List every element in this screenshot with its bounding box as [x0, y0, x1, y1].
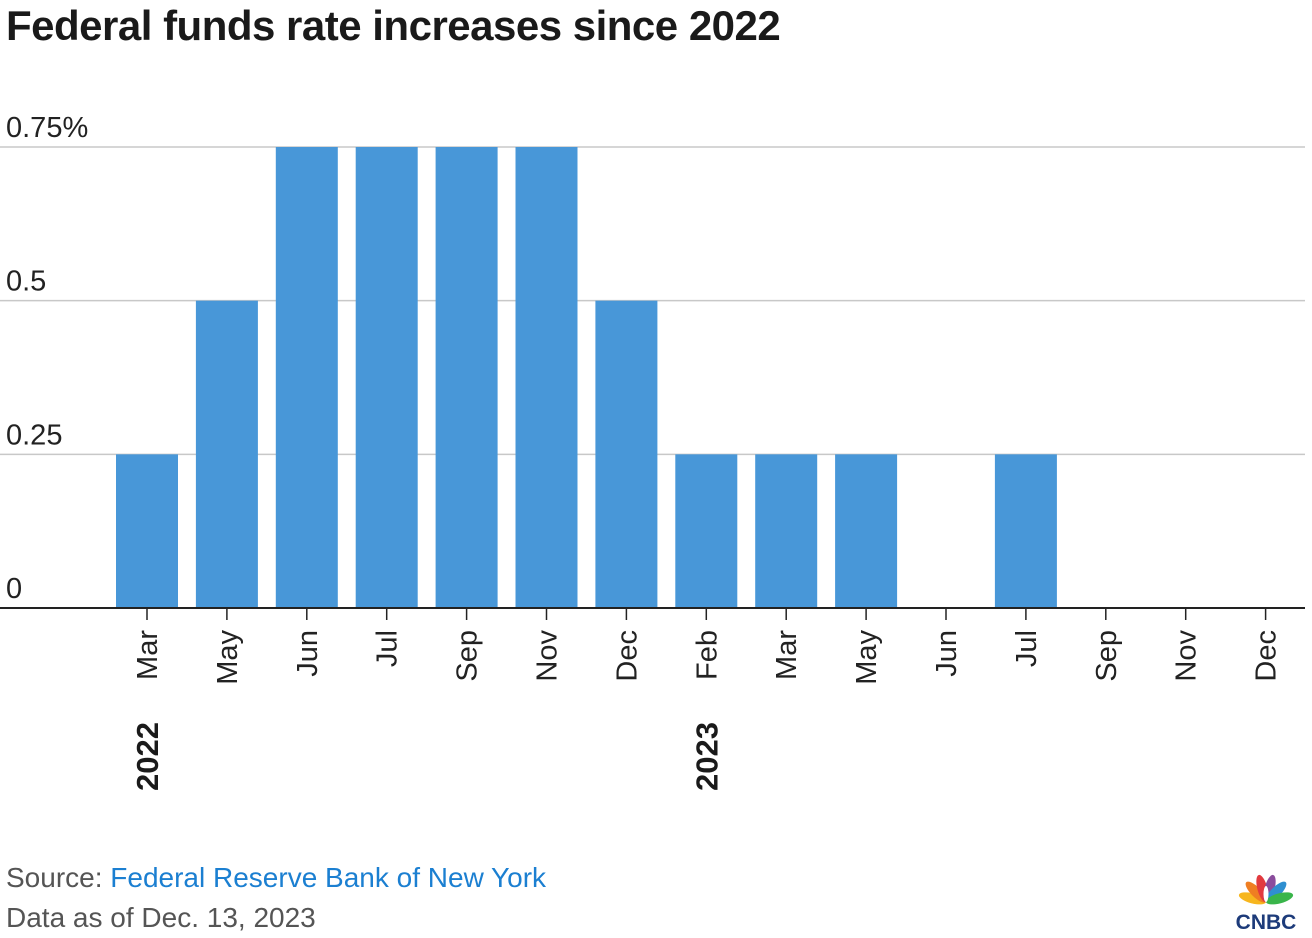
bar	[116, 454, 178, 608]
x-tick-label: Mar	[771, 630, 803, 680]
x-axis	[0, 607, 1305, 620]
data-note: Data as of Dec. 13, 2023	[6, 902, 316, 933]
x-tick-label: Nov	[532, 630, 564, 682]
bar	[595, 300, 658, 608]
x-tick-labels: Mar May Jun Jul Sep Nov Dec Feb Mar May Jun Jul Sep N…	[132, 630, 1283, 685]
y-tick-label: 0.75%	[6, 112, 88, 144]
bars	[116, 147, 1057, 608]
source-link[interactable]: Federal Reserve Bank of New York	[110, 862, 547, 893]
source-prefix: Source:	[6, 862, 111, 893]
x-tick-label: Jul	[1011, 630, 1043, 667]
x-tick-label: Jun	[931, 630, 963, 677]
cnbc-peacock-icon: CNBC	[1236, 874, 1297, 934]
x-tick-label: May	[851, 630, 883, 685]
bar	[515, 147, 578, 608]
bar	[435, 147, 498, 608]
x-tick-label: Sep	[452, 630, 484, 682]
y-tick-labels: 0 0.25 0.5 0.75%	[6, 112, 88, 605]
chart-footer: Source: Federal Reserve Bank of New York…	[6, 858, 546, 938]
year-labels: 2022 2023	[130, 722, 724, 791]
chart-title: Federal funds rate increases since 2022	[6, 2, 781, 49]
source-line: Source: Federal Reserve Bank of New York	[6, 858, 546, 898]
x-tick-label: Sep	[1091, 630, 1123, 682]
bar	[675, 454, 738, 608]
x-tick-label: Dec	[1251, 630, 1283, 682]
bar-chart: Mar May Jun Jul Sep Nov Dec Feb Mar May Jun Jul Sep N…	[0, 112, 1305, 791]
bar	[275, 147, 338, 608]
y-tick-label: 0.5	[6, 266, 46, 298]
x-tick-label: Feb	[691, 630, 723, 680]
cnbc-logo-text: CNBC	[1236, 911, 1297, 932]
cnbc-logo: CNBC	[1226, 862, 1306, 934]
bar	[755, 454, 818, 608]
x-tick-label: Jun	[292, 630, 324, 677]
x-tick-label: Dec	[611, 630, 643, 682]
x-tick-label: Nov	[1171, 630, 1203, 682]
year-label: 2023	[689, 722, 724, 791]
bar	[195, 300, 258, 608]
bar	[994, 454, 1057, 608]
y-tick-label: 0.25	[6, 419, 62, 451]
x-tick-label: May	[212, 630, 244, 685]
bar	[355, 147, 418, 608]
y-tick-label: 0	[6, 573, 22, 605]
bar	[835, 454, 898, 608]
x-tick-label: Mar	[132, 630, 164, 680]
year-label: 2022	[130, 722, 165, 791]
x-tick-label: Jul	[372, 630, 404, 667]
